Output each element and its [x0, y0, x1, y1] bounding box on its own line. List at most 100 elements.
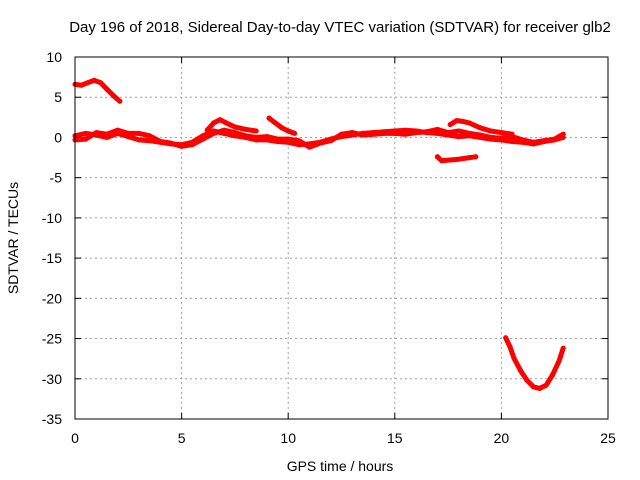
- data-point: [136, 130, 142, 136]
- series-line: [503, 335, 566, 391]
- data-point: [157, 139, 163, 144]
- data-point: [550, 372, 556, 378]
- data-point: [296, 138, 302, 144]
- data-point: [104, 131, 110, 137]
- data-point: [413, 130, 419, 136]
- data-point: [272, 120, 278, 126]
- data-point: [524, 377, 530, 383]
- data-point: [78, 82, 84, 88]
- data-point: [217, 117, 223, 123]
- data-point: [253, 128, 259, 134]
- data-point: [456, 156, 462, 162]
- data-point: [537, 385, 543, 391]
- y-tick-label: 10: [46, 49, 62, 65]
- data-point: [243, 133, 249, 139]
- data-point: [543, 382, 549, 388]
- data-point: [125, 130, 131, 136]
- data-point: [115, 127, 121, 133]
- data-point: [466, 130, 472, 136]
- data-point: [507, 344, 513, 350]
- data-point: [204, 127, 210, 133]
- y-tick-label: -5: [50, 170, 63, 186]
- data-point: [439, 158, 445, 164]
- data-point: [381, 130, 387, 136]
- data-point: [83, 130, 89, 136]
- data-point: [285, 136, 291, 142]
- data-point: [460, 118, 466, 124]
- data-point: [117, 98, 123, 104]
- x-tick-label: 25: [600, 430, 616, 446]
- data-point: [349, 130, 355, 136]
- y-tick-label: -10: [42, 210, 62, 226]
- data-point: [83, 136, 89, 142]
- data-point: [360, 132, 366, 138]
- data-point: [91, 77, 97, 83]
- x-tick-label: 15: [387, 430, 403, 446]
- data-point: [503, 335, 509, 341]
- data-point: [447, 157, 453, 163]
- data-point: [488, 134, 494, 140]
- y-tick-label: -20: [42, 290, 62, 306]
- data-point: [104, 86, 110, 92]
- series-trace-3: [72, 126, 566, 150]
- data-point: [447, 122, 453, 128]
- data-point: [168, 140, 174, 146]
- data-point: [473, 154, 479, 160]
- data-point: [456, 134, 462, 140]
- data-point: [466, 120, 472, 126]
- data-point: [434, 154, 440, 160]
- data-point: [424, 129, 430, 135]
- data-point: [232, 130, 238, 136]
- data-point: [477, 125, 483, 131]
- data-point: [253, 134, 259, 140]
- data-point: [466, 155, 472, 161]
- data-point: [445, 130, 451, 136]
- data-point: [509, 131, 515, 137]
- data-point: [98, 80, 104, 86]
- data-point: [189, 142, 195, 148]
- data-point: [498, 135, 504, 141]
- data-point: [285, 128, 291, 134]
- data-point: [279, 125, 285, 131]
- data-point: [403, 131, 408, 137]
- data-point: [560, 345, 566, 351]
- data-point: [456, 128, 462, 134]
- data-point: [211, 130, 217, 136]
- series-trace-4: [204, 117, 259, 134]
- x-tick-label: 10: [280, 430, 296, 446]
- y-tick-label: -35: [42, 411, 62, 427]
- data-point: [85, 80, 91, 86]
- data-point: [232, 124, 238, 130]
- data-point: [477, 132, 483, 138]
- data-point: [223, 120, 229, 126]
- data-point: [292, 130, 298, 136]
- data-point: [147, 133, 153, 139]
- series-trace-6: [447, 118, 515, 137]
- data-point: [110, 93, 116, 99]
- data-point: [339, 131, 344, 137]
- data-point: [147, 138, 153, 144]
- series-trace-8: [503, 335, 566, 391]
- data-point: [454, 118, 460, 124]
- data-point: [221, 127, 227, 133]
- y-tick-label: 5: [54, 89, 62, 105]
- data-point: [275, 136, 280, 142]
- data-point: [200, 136, 206, 142]
- x-tick-label: 5: [178, 430, 186, 446]
- data-point: [541, 138, 547, 144]
- x-tick-label: 20: [494, 430, 510, 446]
- data-point: [93, 130, 99, 136]
- data-point: [328, 138, 334, 144]
- data-point: [552, 136, 558, 142]
- data-point: [498, 130, 504, 136]
- data-point: [392, 130, 398, 136]
- y-tick-label: 0: [54, 129, 62, 145]
- data-point: [488, 128, 494, 134]
- chart-title: Day 196 of 2018, Sidereal Day-to-day VTE…: [69, 19, 611, 36]
- series-trace-5: [266, 115, 298, 136]
- data-point: [560, 131, 566, 137]
- grid: [75, 57, 608, 419]
- series-trace-1: [72, 77, 123, 104]
- data-point: [179, 143, 185, 149]
